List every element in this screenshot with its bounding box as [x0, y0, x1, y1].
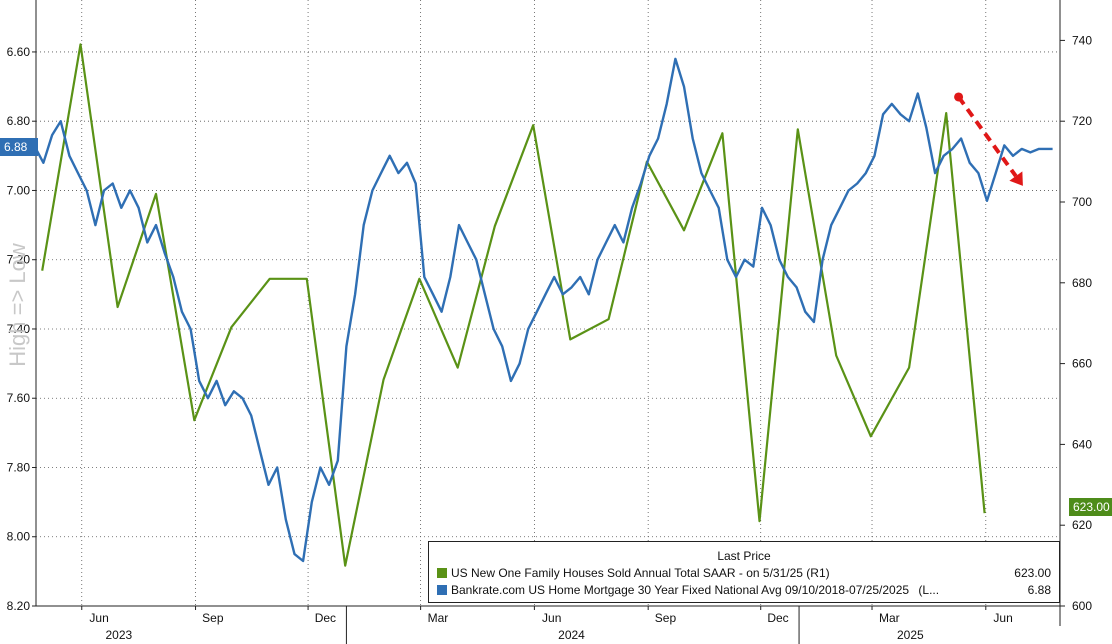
- series-line-home-sales: [41, 43, 986, 567]
- legend-suffix-mortgage-rate: (L...: [918, 583, 940, 597]
- x-tick-label: Sep: [655, 611, 677, 625]
- left-tick-label: 8.20: [7, 599, 31, 613]
- right-tick-label: 640: [1072, 437, 1092, 451]
- left-last-price-badge: 6.88: [0, 138, 38, 156]
- x-tick-label: Sep: [202, 611, 224, 625]
- x-tick-label: Dec: [315, 611, 336, 625]
- left-tick-label: 6.60: [7, 45, 31, 59]
- right-tick-label: 680: [1072, 276, 1092, 290]
- left-tick-label: 7.60: [7, 391, 31, 405]
- series-layer: [34, 43, 1053, 567]
- x-year-label: 2024: [558, 628, 585, 642]
- legend-label-home-sales: US New One Family Houses Sold Annual Tot…: [451, 566, 830, 580]
- right-tick-label: 700: [1072, 195, 1092, 209]
- x-tick-label: Jun: [89, 611, 108, 625]
- legend-swatch-mortgage-rate: [437, 585, 447, 595]
- legend-value-home-sales: 623.00: [1014, 566, 1051, 580]
- right-tick-label: 740: [1072, 33, 1092, 47]
- series-line-mortgage-rate: [34, 57, 1053, 563]
- right-last-price-badge: 623.00: [1069, 498, 1112, 516]
- annotation-layer: [954, 92, 1023, 186]
- right-tick-label: 600: [1072, 599, 1092, 613]
- legend-label-mortgage-rate: Bankrate.com US Home Mortgage 30 Year Fi…: [451, 583, 910, 597]
- grid-lines: [36, 0, 1060, 607]
- x-tick-label: Dec: [767, 611, 788, 625]
- y-axis-side-label: High => Low: [4, 243, 30, 367]
- right-tick-label: 620: [1072, 518, 1092, 532]
- legend: Last Price US New One Family Houses Sold…: [428, 541, 1060, 603]
- legend-entry-home-sales: US New One Family Houses Sold Annual Tot…: [437, 566, 1051, 582]
- left-tick-label: 7.40: [7, 322, 31, 336]
- legend-title: Last Price: [717, 549, 771, 563]
- left-tick-label: 7.00: [7, 183, 31, 197]
- legend-value-mortgage-rate: 6.88: [1027, 583, 1051, 597]
- left-tick-label: 6.80: [7, 114, 31, 128]
- right-tick-label: 660: [1072, 357, 1092, 371]
- x-tick-label: Jun: [993, 611, 1012, 625]
- x-year-label: 2025: [897, 628, 924, 642]
- legend-entry-mortgage-rate: Bankrate.com US Home Mortgage 30 Year Fi…: [437, 583, 1051, 599]
- left-tick-label: 8.00: [7, 530, 31, 544]
- arrow-shaft: [956, 95, 1018, 178]
- legend-swatch-home-sales: [437, 568, 447, 578]
- arrow-head: [1009, 171, 1023, 186]
- x-tick-label: Mar: [428, 611, 449, 625]
- left-axis: 6.60 6.80 7.00 7.20 7.40 7.60 7.80 8.00 8.20: [7, 0, 37, 613]
- x-tick-label: Mar: [879, 611, 900, 625]
- x-tick-label: Jun: [542, 611, 561, 625]
- left-tick-label: 7.20: [7, 253, 31, 267]
- x-axis: Jun Sep Dec Mar Jun Sep Dec Mar Jun 2023 2024 2025: [36, 605, 1060, 644]
- x-year-label: 2023: [106, 628, 133, 642]
- right-axis: 600 620 640 660 680 700 720 740: [1059, 0, 1092, 626]
- right-tick-label: 720: [1072, 114, 1092, 128]
- left-tick-label: 7.80: [7, 460, 31, 474]
